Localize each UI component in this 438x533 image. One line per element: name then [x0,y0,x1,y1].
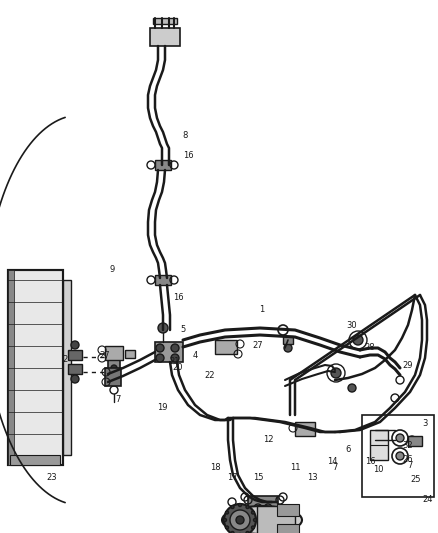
Text: 8: 8 [182,131,188,140]
Circle shape [224,504,256,533]
Circle shape [226,526,229,529]
Circle shape [230,510,250,530]
Text: 10: 10 [373,465,383,474]
Circle shape [171,344,179,352]
Text: 17: 17 [227,473,237,482]
Text: 29: 29 [403,360,413,369]
Circle shape [231,531,234,533]
Bar [105,346,123,360]
Circle shape [254,519,257,521]
Circle shape [226,511,229,514]
Bar [153,18,177,24]
Text: 20: 20 [173,364,183,373]
Text: 7: 7 [115,395,121,405]
Text: 11: 11 [290,464,300,472]
Text: 16: 16 [365,457,375,466]
Bar [105,368,121,386]
Bar [68,364,82,374]
Text: 24: 24 [423,496,433,505]
Text: 6: 6 [345,446,351,455]
Text: 1: 1 [259,305,265,314]
Text: 16: 16 [183,150,193,159]
Bar [283,336,293,344]
Bar [155,342,183,362]
Text: 27: 27 [100,351,110,359]
Circle shape [111,365,117,371]
Circle shape [231,505,234,508]
Text: 2: 2 [62,356,67,365]
Bar [257,506,295,533]
Circle shape [239,504,241,506]
Circle shape [251,526,254,529]
Text: 28: 28 [365,343,375,352]
Circle shape [171,354,179,362]
Bar [63,280,71,455]
Bar [8,270,14,465]
Text: 21: 21 [170,358,180,367]
Bar [8,270,63,465]
Circle shape [251,511,254,514]
Text: 4: 4 [192,351,198,359]
Bar [108,348,120,376]
Text: 16: 16 [173,294,184,303]
Circle shape [158,323,168,333]
Bar [277,504,299,516]
Circle shape [396,452,404,460]
Circle shape [156,344,164,352]
Bar [215,340,237,354]
Bar [370,430,388,460]
Circle shape [353,335,363,345]
Ellipse shape [222,506,302,533]
Bar [8,270,63,465]
Circle shape [246,505,249,508]
Text: 14: 14 [327,457,337,466]
Text: 30: 30 [347,320,357,329]
Bar [277,524,299,533]
Circle shape [396,434,404,442]
Text: 25: 25 [411,475,421,484]
Text: 12: 12 [263,435,273,445]
Text: 19: 19 [157,403,167,413]
Text: 3: 3 [422,418,427,427]
Text: 18: 18 [210,464,220,472]
Circle shape [71,341,79,349]
Text: 9: 9 [110,265,115,274]
Circle shape [156,354,164,362]
Circle shape [331,368,341,378]
Text: 26: 26 [403,456,413,464]
Bar [295,422,315,436]
Circle shape [111,352,117,358]
Text: 7: 7 [332,464,338,472]
Bar [68,350,82,360]
Text: 15: 15 [253,473,263,482]
Bar [408,436,422,446]
Bar [362,415,434,497]
Circle shape [348,384,356,392]
Circle shape [246,531,249,533]
Circle shape [236,516,244,524]
Text: 32: 32 [403,440,413,449]
Circle shape [71,375,79,383]
Bar [10,455,60,465]
Text: 22: 22 [205,370,215,379]
Circle shape [284,344,292,352]
Circle shape [223,519,226,521]
Text: 23: 23 [47,473,57,482]
Text: 13: 13 [307,473,317,482]
Text: 7: 7 [407,461,413,470]
Bar [155,275,171,285]
Bar [155,160,171,170]
Bar [248,496,278,510]
Bar [150,28,180,46]
Bar [125,350,135,358]
Text: 5: 5 [180,326,186,335]
Text: 27: 27 [253,341,263,350]
